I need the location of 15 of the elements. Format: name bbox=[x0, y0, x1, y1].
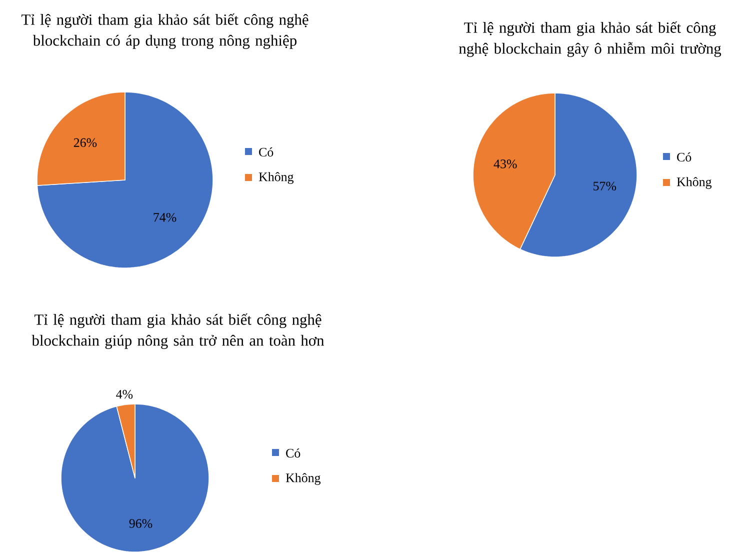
data-label: 4% bbox=[116, 390, 133, 399]
legend-label: Có bbox=[677, 152, 692, 162]
legend-label: Có bbox=[286, 448, 300, 458]
data-label: 57% bbox=[594, 182, 616, 190]
legend-label: Có bbox=[259, 147, 274, 157]
chart-title: Tỉ lệ người tham gia khảo sát biết công nghệ blockchain có áp dụng trong nông nghiệp bbox=[22, 14, 308, 49]
data-label: 26% bbox=[74, 138, 97, 148]
chart-title: Tỉ lệ người tham gia khảo sát biết công nghệ blockchain gây ô nhiễm môi trường bbox=[459, 22, 722, 57]
data-label: 96% bbox=[129, 519, 152, 528]
data-label: 43% bbox=[494, 160, 517, 168]
legend-label: Không bbox=[676, 177, 712, 189]
chart-title: Tỉ lệ người tham gia khảo sát biết công nghệ blockchain giúp nông sản trở nên an toàn hơn bbox=[32, 314, 324, 349]
legend-label: Không bbox=[286, 473, 321, 485]
data-label: 74% bbox=[154, 212, 176, 222]
legend-label: Không bbox=[258, 172, 294, 184]
